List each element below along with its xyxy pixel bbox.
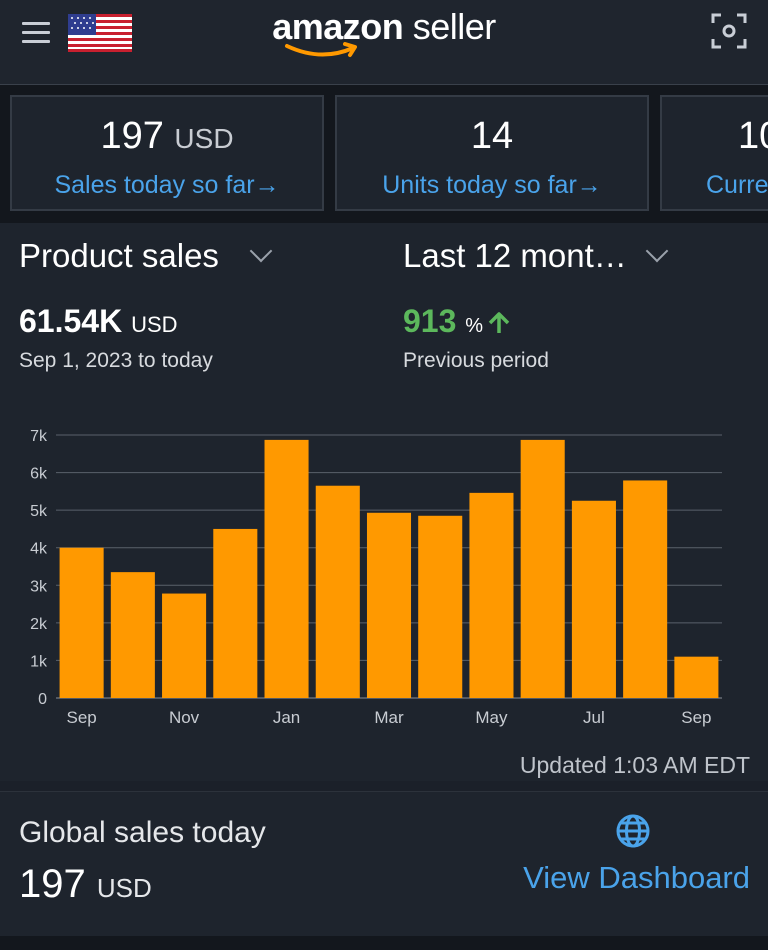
period-dropdown-label: Last 12 mont… — [403, 237, 627, 274]
x-tick-label: Mar — [374, 708, 404, 727]
x-tick-label: Sep — [681, 708, 711, 727]
x-tick-label: Jan — [273, 708, 300, 727]
global-sales-unit: USD — [96, 873, 152, 903]
bar-jun-9 — [520, 439, 565, 698]
view-dashboard-link[interactable]: View Dashboard — [523, 860, 750, 895]
app-header: amazon seller — [0, 0, 768, 85]
logo-bold: amazon — [272, 6, 404, 47]
globe-icon[interactable] — [614, 812, 652, 850]
x-tick-label: Jul — [583, 708, 605, 727]
global-sales-amount: 197 — [19, 862, 86, 906]
y-tick-label: 6k — [30, 466, 48, 483]
x-tick-label: Sep — [66, 708, 96, 727]
sales-bar-chart: 0 1k 2k 3k 4k 5k 6k 7k Sep Nov Jan Mar May Jul Sep — [30, 428, 722, 727]
bar-may-8 — [469, 492, 514, 698]
units-today-value: 14 — [470, 115, 514, 157]
bar-sep-0 — [59, 547, 104, 698]
arrow-up-icon — [488, 312, 510, 333]
amazon-seller-logo: amazon seller — [0, 6, 768, 48]
bar-feb-5 — [315, 485, 360, 698]
period-dropdown[interactable]: Last 12 mont… — [403, 237, 669, 275]
y-tick-label: 1k — [30, 653, 48, 670]
sales-today-card[interactable]: 197 USD Sales today so far→ — [10, 95, 324, 211]
metric-dropdown-label: Product sales — [19, 237, 219, 274]
x-tick-label: Nov — [169, 708, 200, 727]
period-change: 913 % — [403, 303, 511, 340]
total-sales-range: Sep 1, 2023 to today — [19, 349, 213, 372]
units-today-card[interactable]: 14 Units today so far→ — [335, 95, 649, 211]
product-sales-panel: Product sales Last 12 mont… 61.54K USD S… — [0, 223, 768, 781]
arrow-right-icon: → — [254, 171, 280, 199]
arrow-right-icon: → — [576, 171, 602, 199]
y-tick-label: 3k — [30, 578, 48, 595]
current-label: Curre — [706, 171, 768, 199]
period-change-unit: % — [465, 315, 484, 337]
logo-rest: seller — [403, 6, 497, 47]
bar-jan-4 — [264, 439, 309, 698]
y-tick-label: 2k — [30, 616, 48, 633]
global-sales-panel: Global sales today 197 USD View Dashboar… — [0, 791, 768, 937]
y-tick-label: 0 — [38, 691, 47, 708]
y-tick-label: 7k — [30, 428, 48, 445]
card-label[interactable]: Sales today so far→ — [12, 171, 322, 200]
amazon-smile-icon — [285, 42, 357, 57]
metric-cards: 197 USD Sales today so far→ 14 Units tod… — [0, 85, 768, 223]
bar-jul-10 — [571, 500, 616, 698]
us-flag-icon[interactable] — [68, 14, 132, 52]
chevron-down-icon — [645, 239, 669, 263]
updated-timestamp: Updated 1:03 AM EDT — [519, 752, 750, 778]
total-sales-value: 61.54K — [19, 303, 123, 339]
menu-icon[interactable] — [22, 22, 50, 44]
card-value: 14 — [337, 115, 647, 158]
period-change-label: Previous period — [403, 349, 549, 372]
card-label[interactable]: Units today so far→ — [337, 171, 647, 200]
scan-icon[interactable] — [710, 12, 748, 50]
y-tick-label: 4k — [30, 541, 48, 558]
total-sales: 61.54K USD — [19, 303, 178, 340]
chevron-down-icon — [249, 239, 273, 263]
y-tick-label: 5k — [30, 503, 48, 520]
current-card[interactable]: 10 Curre — [660, 95, 768, 211]
x-tick-label: May — [475, 708, 508, 727]
sales-today-value: 197 — [100, 115, 164, 157]
bar-dec-3 — [213, 528, 258, 698]
card-value: 197 USD — [12, 115, 322, 158]
global-sales-title: Global sales today — [19, 816, 266, 849]
sales-today-label: Sales today so far — [54, 171, 255, 199]
current-value: 10 — [738, 115, 768, 157]
metric-dropdown[interactable]: Product sales — [19, 237, 273, 275]
units-today-label: Units today so far — [382, 171, 577, 199]
bottom-divider — [0, 936, 768, 950]
bar-apr-7 — [418, 515, 463, 698]
global-sales-value: 197 USD — [19, 862, 152, 907]
bar-mar-6 — [366, 512, 412, 698]
total-sales-unit: USD — [131, 312, 178, 337]
bar-sep-12 — [674, 656, 719, 698]
sales-today-unit: USD — [174, 123, 234, 154]
bar-nov-2 — [162, 593, 207, 698]
bar-aug-11 — [623, 480, 668, 698]
period-change-value: 913 — [403, 303, 457, 339]
bar-oct-1 — [110, 572, 155, 698]
